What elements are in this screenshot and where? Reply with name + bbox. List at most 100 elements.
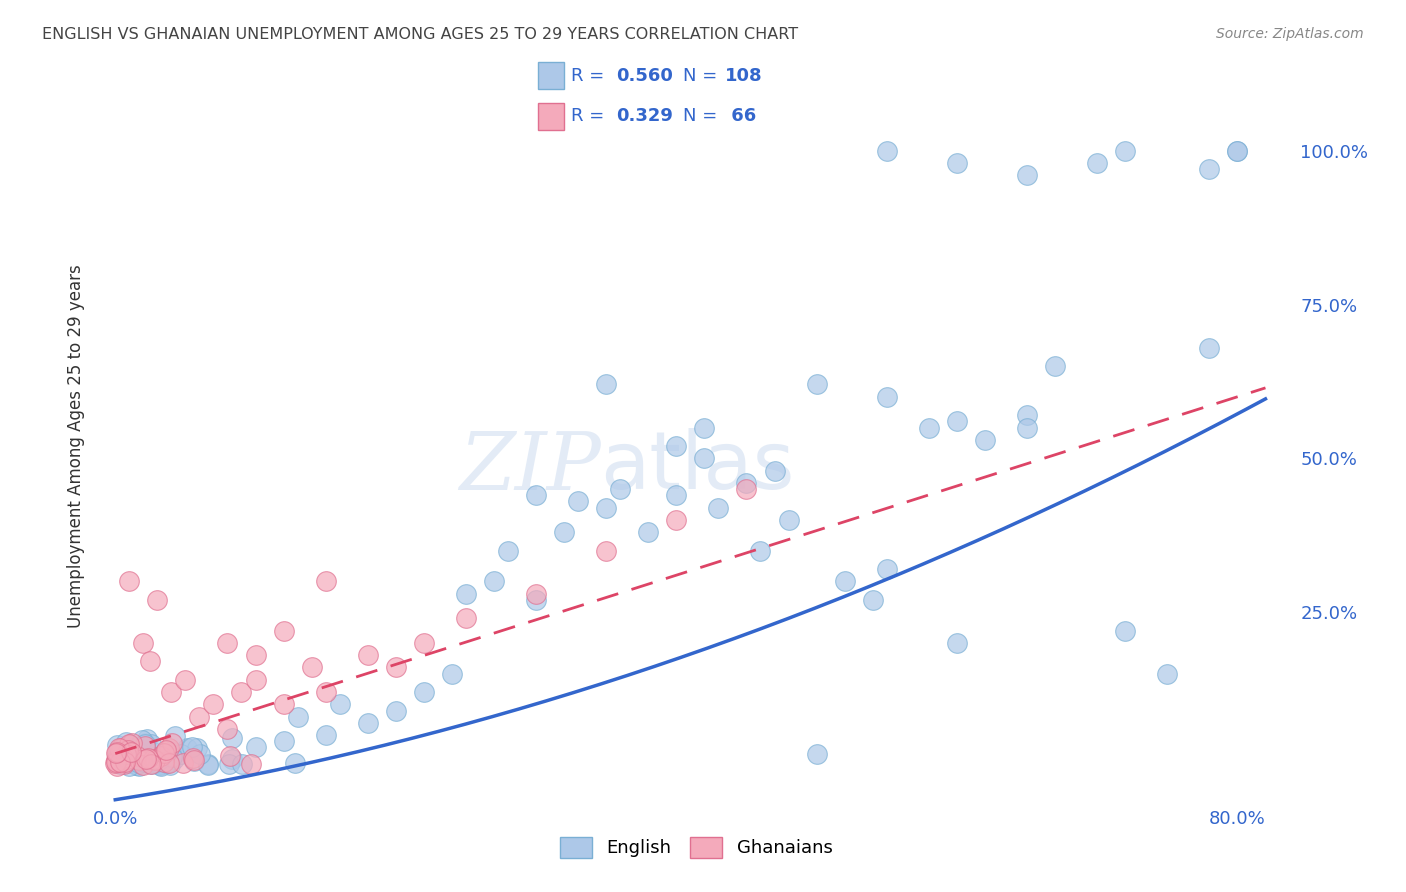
Point	[105, 752, 128, 766]
Point	[145, 756, 167, 770]
Point	[217, 722, 239, 736]
Point	[287, 709, 309, 723]
Point	[778, 513, 800, 527]
Point	[159, 756, 181, 770]
Point	[876, 562, 898, 576]
Point	[1114, 144, 1136, 158]
Point	[155, 742, 177, 756]
Text: ENGLISH VS GHANAIAN UNEMPLOYMENT AMONG AGES 25 TO 29 YEARS CORRELATION CHART: ENGLISH VS GHANAIAN UNEMPLOYMENT AMONG A…	[42, 27, 799, 42]
Point	[105, 758, 128, 772]
Point	[735, 482, 758, 496]
Point	[974, 433, 997, 447]
Point	[357, 648, 380, 662]
Point	[183, 754, 205, 768]
Point	[665, 513, 688, 527]
Point	[665, 488, 688, 502]
Point	[183, 751, 205, 765]
Point	[440, 666, 463, 681]
Text: 0.329: 0.329	[616, 107, 672, 125]
Point	[120, 745, 142, 759]
Point	[108, 740, 131, 755]
Point	[693, 451, 716, 466]
Point	[162, 752, 184, 766]
Point	[105, 755, 128, 769]
Point	[146, 592, 169, 607]
Point	[1043, 359, 1066, 373]
Point	[221, 752, 243, 766]
Point	[1226, 144, 1249, 158]
Point	[143, 749, 166, 764]
Point	[188, 747, 211, 761]
Point	[172, 756, 194, 770]
Point	[128, 754, 150, 768]
Point	[609, 482, 631, 496]
Point	[273, 734, 295, 748]
Point	[217, 636, 239, 650]
Point	[127, 748, 149, 763]
Point	[118, 574, 141, 589]
Point	[1015, 169, 1038, 183]
Point	[482, 574, 505, 589]
Point	[197, 758, 219, 772]
Point	[329, 698, 352, 712]
Point	[763, 464, 786, 478]
Point	[862, 592, 884, 607]
Point	[139, 757, 162, 772]
Point	[454, 587, 477, 601]
Point	[134, 737, 156, 751]
Point	[637, 525, 659, 540]
Point	[128, 751, 150, 765]
Point	[115, 752, 138, 766]
Point	[112, 756, 135, 771]
Point	[143, 753, 166, 767]
Point	[876, 144, 898, 158]
Point	[149, 758, 172, 772]
Point	[315, 728, 337, 742]
Point	[273, 624, 295, 638]
Point	[141, 756, 163, 771]
Text: atlas: atlas	[600, 428, 794, 507]
Point	[245, 648, 267, 662]
Point	[142, 751, 165, 765]
Point	[148, 755, 170, 769]
Point	[111, 754, 134, 768]
Point	[104, 755, 127, 769]
Point	[174, 673, 197, 687]
Text: 0.560: 0.560	[616, 67, 672, 85]
Point	[1015, 420, 1038, 434]
Point	[176, 741, 198, 756]
Point	[231, 685, 253, 699]
Point	[105, 756, 128, 770]
Point	[524, 592, 547, 607]
Point	[1156, 666, 1178, 681]
Point	[239, 756, 262, 771]
Point	[117, 758, 139, 772]
Point	[1198, 341, 1220, 355]
Point	[284, 756, 307, 770]
Point	[385, 660, 408, 674]
Point	[108, 749, 131, 764]
Text: N =: N =	[683, 67, 723, 85]
Point	[105, 749, 128, 764]
Text: Source: ZipAtlas.com: Source: ZipAtlas.com	[1216, 27, 1364, 41]
Point	[121, 754, 143, 768]
Point	[139, 654, 162, 668]
Point	[159, 758, 181, 772]
Point	[121, 736, 143, 750]
Point	[170, 747, 193, 762]
Point	[134, 739, 156, 754]
Point	[136, 756, 159, 771]
Point	[946, 636, 969, 650]
Point	[105, 738, 128, 752]
Point	[117, 743, 139, 757]
Point	[160, 685, 183, 699]
Point	[141, 755, 163, 769]
Point	[105, 746, 128, 760]
Point	[357, 715, 380, 730]
Point	[157, 740, 180, 755]
Point	[595, 543, 617, 558]
Point	[707, 500, 730, 515]
Point	[806, 747, 828, 761]
Point	[834, 574, 856, 589]
Point	[735, 475, 758, 490]
